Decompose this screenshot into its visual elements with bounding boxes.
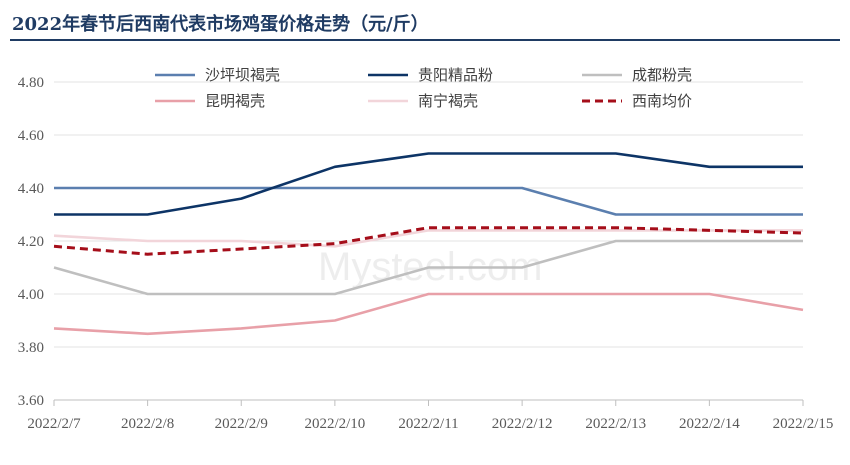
- x-tick-label: 2022/2/12: [492, 416, 553, 432]
- x-tick-label: 2022/2/15: [773, 416, 834, 432]
- chart-title: 2022年春节后西南代表市场鸡蛋价格走势（元/斤）: [12, 13, 429, 35]
- x-tick-label: 2022/2/14: [679, 416, 740, 432]
- y-tick-label: 3.60: [18, 393, 44, 409]
- legend-label: 南宁褐壳: [418, 92, 478, 110]
- series-line: [53, 292, 804, 336]
- series-lines: [53, 152, 804, 336]
- legend-label: 西南均价: [632, 92, 692, 110]
- y-tick-label: 4.80: [18, 75, 44, 91]
- x-tick-label: 2022/2/11: [398, 416, 458, 432]
- x-tick-label: 2022/2/13: [585, 416, 646, 432]
- series-line: [54, 186, 803, 216]
- legend-label: 昆明褐壳: [205, 92, 265, 110]
- x-axis-ticks: 2022/2/7 2022/2/8 2022/2/9 2022/2/10 2022/2/…: [27, 400, 833, 432]
- x-tick-label: 2022/2/9: [215, 416, 268, 432]
- legend-label: 沙坪坝褐壳: [205, 66, 280, 84]
- series-line: [53, 239, 803, 296]
- y-tick-label: 3.80: [18, 340, 44, 356]
- x-tick-label: 2022/2/10: [304, 416, 365, 432]
- y-tick-label: 4.00: [18, 287, 44, 303]
- y-tick-label: 4.60: [18, 128, 44, 144]
- x-tick-label: 2022/2/7: [27, 416, 81, 432]
- y-tick-label: 4.20: [18, 234, 44, 250]
- y-tick-label: 4.40: [18, 181, 44, 197]
- series-line: [53, 226, 804, 256]
- y-axis-ticks: 3.60 3.80 4.00 4.20 4.40 4.60 4.80: [18, 75, 44, 409]
- series-line: [54, 152, 803, 216]
- x-tick-label: 2022/2/8: [121, 416, 174, 432]
- legend-label: 贵阳精品粉: [418, 66, 493, 84]
- legend-label: 成都粉壳: [632, 66, 692, 84]
